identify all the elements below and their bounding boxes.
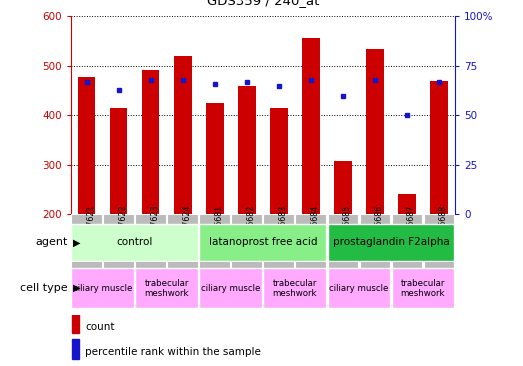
Text: ▶: ▶ xyxy=(73,238,81,247)
Text: GSM6681: GSM6681 xyxy=(215,205,224,243)
Text: GSM7624: GSM7624 xyxy=(183,205,192,243)
Text: count: count xyxy=(85,322,115,332)
Bar xyxy=(199,214,230,278)
Bar xyxy=(167,214,198,278)
Bar xyxy=(78,77,95,214)
Bar xyxy=(238,86,256,214)
Bar xyxy=(392,268,454,308)
Bar xyxy=(327,214,358,278)
Bar xyxy=(366,49,384,214)
Bar xyxy=(199,224,326,261)
Text: trabecular
meshwork: trabecular meshwork xyxy=(144,279,189,298)
Bar xyxy=(71,224,198,261)
Bar xyxy=(206,104,223,214)
Bar xyxy=(264,214,294,278)
Text: ciliary muscle: ciliary muscle xyxy=(201,284,260,293)
Text: GSM6685: GSM6685 xyxy=(343,205,352,243)
Text: ▶: ▶ xyxy=(73,283,81,293)
Text: GSM6684: GSM6684 xyxy=(311,205,320,243)
Text: ciliary muscle: ciliary muscle xyxy=(329,284,389,293)
Bar xyxy=(135,214,166,278)
Bar xyxy=(71,268,134,308)
Text: cell type: cell type xyxy=(20,283,68,293)
Bar xyxy=(103,214,134,278)
Bar xyxy=(71,214,102,278)
Text: GSM7623: GSM7623 xyxy=(151,205,160,243)
Bar xyxy=(110,108,128,214)
Bar xyxy=(327,268,390,308)
Text: latanoprost free acid: latanoprost free acid xyxy=(209,238,317,247)
Bar xyxy=(264,268,326,308)
Text: percentile rank within the sample: percentile rank within the sample xyxy=(85,347,262,357)
Text: GSM6683: GSM6683 xyxy=(279,205,288,243)
Bar xyxy=(72,313,79,333)
Bar xyxy=(135,268,198,308)
Bar xyxy=(334,161,351,214)
Text: trabecular
meshwork: trabecular meshwork xyxy=(401,279,445,298)
Bar xyxy=(359,214,390,278)
Bar xyxy=(231,214,262,278)
Bar xyxy=(174,56,191,214)
Text: GSM6687: GSM6687 xyxy=(407,205,416,243)
Text: agent: agent xyxy=(36,238,68,247)
Text: trabecular
meshwork: trabecular meshwork xyxy=(272,279,317,298)
Bar xyxy=(302,38,320,214)
Bar xyxy=(199,268,262,308)
Bar xyxy=(398,194,416,214)
Text: GSM6682: GSM6682 xyxy=(247,205,256,243)
Text: control: control xyxy=(117,238,153,247)
Text: GSM6686: GSM6686 xyxy=(375,205,384,243)
Bar xyxy=(72,339,79,359)
Bar xyxy=(295,214,326,278)
Bar xyxy=(424,214,454,278)
Bar xyxy=(142,70,160,214)
Text: GSM7622: GSM7622 xyxy=(119,204,128,243)
Bar xyxy=(327,224,454,261)
Bar xyxy=(392,214,423,278)
Text: ciliary muscle: ciliary muscle xyxy=(73,284,132,293)
Text: GSM6688: GSM6688 xyxy=(439,205,448,243)
Text: GDS359 / 240_at: GDS359 / 240_at xyxy=(207,0,319,7)
Text: prostaglandin F2alpha: prostaglandin F2alpha xyxy=(333,238,449,247)
Text: GSM7621: GSM7621 xyxy=(87,205,96,243)
Bar xyxy=(270,108,288,214)
Bar xyxy=(430,81,448,214)
